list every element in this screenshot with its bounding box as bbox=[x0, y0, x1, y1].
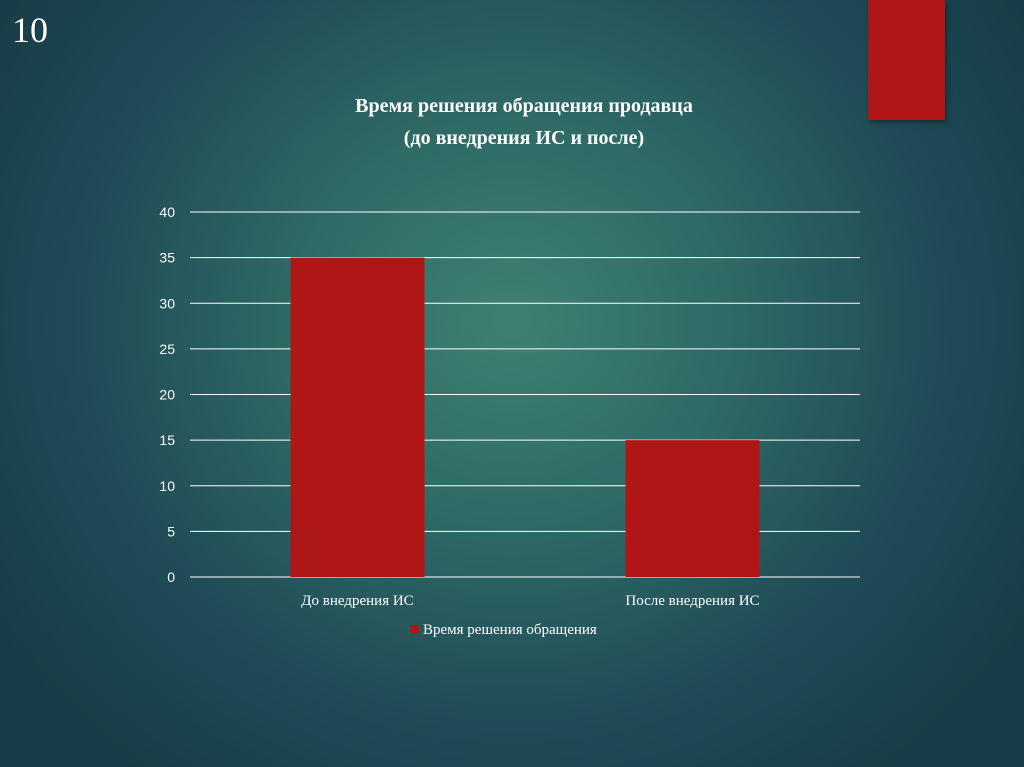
y-tick-label: 40 bbox=[159, 204, 175, 220]
y-tick-label: 5 bbox=[167, 523, 175, 539]
y-tick-label: 10 bbox=[159, 478, 175, 494]
y-tick-label: 25 bbox=[159, 341, 175, 357]
slide-number: 10 bbox=[12, 10, 48, 50]
legend-swatch bbox=[410, 625, 419, 634]
chart-title: Время решения обращения продавца (до вне… bbox=[355, 95, 693, 149]
bar-1 bbox=[625, 440, 760, 577]
bar-series bbox=[290, 257, 760, 577]
x-category-label: После внедрения ИС bbox=[625, 593, 759, 609]
y-tick-label: 35 bbox=[159, 250, 175, 266]
chart-title-line-1: Время решения обращения продавца bbox=[355, 95, 693, 117]
accent-block bbox=[868, 0, 945, 120]
x-axis-category-labels: До внедрения ИС После внедрения ИС bbox=[301, 593, 759, 609]
bar-0 bbox=[290, 257, 425, 577]
legend: Время решения обращения bbox=[410, 622, 597, 638]
y-tick-label: 0 bbox=[167, 569, 175, 585]
y-tick-label: 15 bbox=[159, 432, 175, 448]
chart-title-line-2: (до внедрения ИС и после) bbox=[404, 127, 644, 149]
y-tick-label: 20 bbox=[159, 387, 175, 403]
legend-label: Время решения обращения bbox=[423, 622, 597, 638]
x-category-label: До внедрения ИС bbox=[301, 593, 413, 609]
y-tick-label: 30 bbox=[159, 295, 175, 311]
y-axis-tick-labels: 0 5 10 15 20 25 30 35 40 bbox=[159, 204, 175, 585]
